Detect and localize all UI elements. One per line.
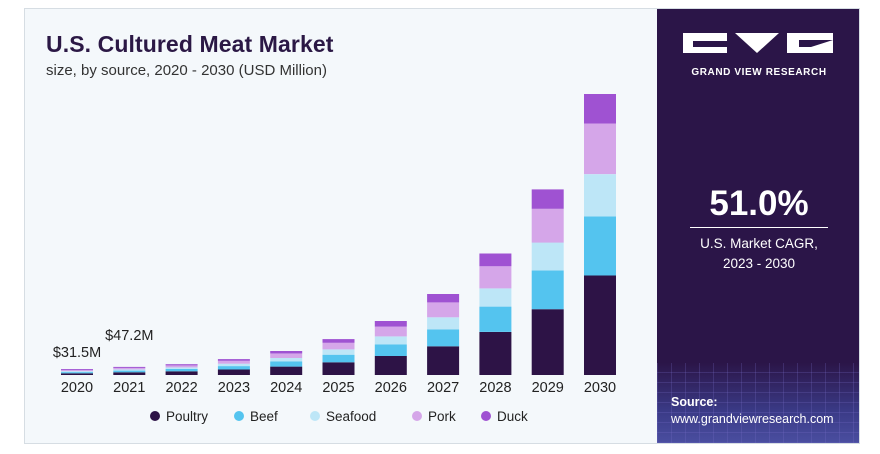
bar-seafood-2029 <box>531 242 564 271</box>
stacked-bar-chart: 2020 2021 2022 2023 2024 2025 2026 2027 2028 2029… <box>53 94 616 424</box>
brand-name: GRAND VIEW RESEARCH <box>691 67 827 78</box>
infographic-card: U.S. Cultured Meat Market size, by sourc… <box>24 8 860 444</box>
source-link[interactable]: www.grandviewresearch.com <box>671 412 834 426</box>
x-tick-label-2020: 2020 <box>61 380 93 396</box>
data-label-2021: $47.2M <box>105 328 153 344</box>
cagr-label-line1: U.S. Market CAGR, <box>700 236 818 251</box>
bar-seafood-2021 <box>113 369 146 371</box>
bar-beef-2028 <box>479 306 512 332</box>
bar-beef-2026 <box>374 344 407 356</box>
bar-beef-2021 <box>113 370 146 373</box>
cagr-value: 51.0% <box>709 184 809 223</box>
sidebar-grid-graphic <box>657 363 859 443</box>
legend-marker-pork <box>412 411 422 421</box>
bar-seafood-2022 <box>165 367 198 369</box>
x-tick-label-2030: 2030 <box>584 380 616 396</box>
chart-title: U.S. Cultured Meat Market <box>46 31 334 57</box>
chart-subtitle: size, by source, 2020 - 2030 (USD Millio… <box>46 62 327 79</box>
bar-pork-2030 <box>584 123 616 175</box>
bar-pork-2023 <box>217 360 250 364</box>
bar-beef-2029 <box>531 270 564 310</box>
bar-pork-2025 <box>322 342 355 350</box>
bar-poultry-2027 <box>427 346 460 375</box>
bar-duck-2021 <box>113 366 146 368</box>
bar-poultry-2023 <box>217 369 250 375</box>
x-tick-label-2022: 2022 <box>165 380 197 396</box>
bar-seafood-2020 <box>61 371 93 373</box>
bar-pork-2026 <box>374 326 407 337</box>
legend-label-poultry: Poultry <box>166 409 208 424</box>
x-tick-label-2026: 2026 <box>375 380 407 396</box>
bar-seafood-2024 <box>270 358 303 362</box>
bar-beef-2023 <box>217 366 250 370</box>
legend-marker-beef <box>234 411 244 421</box>
bar-pork-2029 <box>531 208 564 243</box>
bar-poultry-2030 <box>584 275 616 375</box>
bar-seafood-2023 <box>217 363 250 367</box>
bar-duck-2030 <box>584 94 616 124</box>
bar-poultry-2020 <box>61 373 93 375</box>
bar-pork-2020 <box>61 370 93 372</box>
bar-poultry-2026 <box>374 355 407 375</box>
bar-seafood-2026 <box>374 336 407 345</box>
bar-poultry-2029 <box>531 309 564 375</box>
cagr-divider <box>690 227 828 228</box>
legend-label-beef: Beef <box>250 409 278 424</box>
x-tick-label-2028: 2028 <box>479 380 511 396</box>
bar-beef-2024 <box>270 361 303 367</box>
source-label: Source: <box>671 395 718 409</box>
bar-beef-2022 <box>165 368 198 372</box>
bar-duck-2029 <box>531 189 564 209</box>
cagr-label: U.S. Market CAGR, 2023 - 2030 <box>657 234 859 274</box>
bar-beef-2020 <box>61 372 93 374</box>
data-label-2020: $31.5M <box>53 345 101 361</box>
legend-label-duck: Duck <box>497 409 528 424</box>
bar-seafood-2027 <box>427 317 460 330</box>
bar-pork-2027 <box>427 302 460 318</box>
bar-pork-2021 <box>113 367 146 370</box>
grand-view-research-logo <box>683 33 833 53</box>
x-tick-label-2023: 2023 <box>218 380 250 396</box>
bar-duck-2025 <box>322 339 355 343</box>
bar-seafood-2030 <box>584 174 616 217</box>
bar-seafood-2025 <box>322 349 355 355</box>
x-tick-label-2024: 2024 <box>270 380 302 396</box>
x-tick-label-2027: 2027 <box>427 380 459 396</box>
bar-duck-2028 <box>479 253 512 267</box>
legend-marker-seafood <box>310 411 320 421</box>
bar-poultry-2022 <box>165 371 198 375</box>
bar-pork-2024 <box>270 353 303 358</box>
x-tick-label-2029: 2029 <box>532 380 564 396</box>
bar-pork-2028 <box>479 266 512 289</box>
chart-area: U.S. Cultured Meat Market size, by sourc… <box>25 9 657 443</box>
bar-beef-2030 <box>584 216 616 276</box>
bar-beef-2027 <box>427 329 460 347</box>
bar-duck-2026 <box>374 321 407 327</box>
bar-poultry-2021 <box>113 372 146 375</box>
bar-poultry-2024 <box>270 366 303 375</box>
bar-poultry-2028 <box>479 332 512 375</box>
bar-duck-2027 <box>427 294 460 303</box>
x-tick-label-2025: 2025 <box>322 380 354 396</box>
bar-duck-2023 <box>217 359 250 361</box>
legend-label-seafood: Seafood <box>326 409 376 424</box>
x-tick-label-2021: 2021 <box>113 380 145 396</box>
bar-pork-2022 <box>165 365 198 368</box>
sidebar-panel: GRAND VIEW RESEARCH 51.0% U.S. Market CA… <box>657 9 859 443</box>
bar-seafood-2028 <box>479 288 512 307</box>
legend-marker-poultry <box>150 411 160 421</box>
bar-beef-2025 <box>322 354 355 363</box>
cagr-label-line2: 2023 - 2030 <box>722 256 796 271</box>
bar-duck-2024 <box>270 351 303 354</box>
bar-duck-2022 <box>165 364 198 366</box>
legend-label-pork: Pork <box>428 409 456 424</box>
bar-poultry-2025 <box>322 362 355 375</box>
legend-marker-duck <box>481 411 491 421</box>
bar-duck-2020 <box>61 369 93 371</box>
